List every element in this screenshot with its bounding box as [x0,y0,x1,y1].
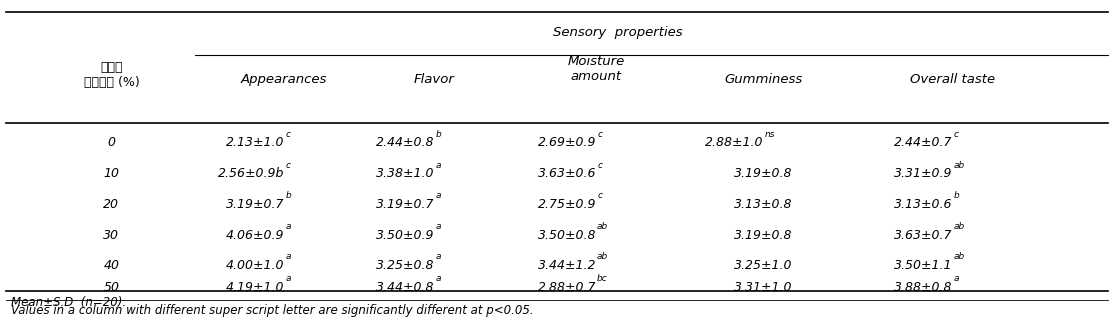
Text: 3.31±1.0: 3.31±1.0 [734,281,792,294]
Text: 3.19±0.8: 3.19±0.8 [734,167,792,180]
Text: 잡곡의
혼합비율 (%): 잡곡의 혼합비율 (%) [84,61,139,89]
Text: 4.06±0.9: 4.06±0.9 [225,229,284,242]
Text: 2.56±0.9b: 2.56±0.9b [217,167,284,180]
Text: a: a [436,274,441,283]
Text: 30: 30 [104,229,119,242]
Text: Appearances: Appearances [241,73,328,86]
Text: 3.13±0.6: 3.13±0.6 [893,198,952,211]
Text: 3.50±0.8: 3.50±0.8 [537,229,596,242]
Text: 3.38±1.0: 3.38±1.0 [375,167,434,180]
Text: 2.44±0.8: 2.44±0.8 [375,136,434,149]
Text: a: a [954,274,959,283]
Text: ab: ab [597,222,608,231]
Text: 3.19±0.7: 3.19±0.7 [375,198,434,211]
Text: ab: ab [597,252,608,261]
Text: 3.44±1.2: 3.44±1.2 [537,259,596,272]
Text: ns: ns [764,130,774,139]
Text: 2.44±0.7: 2.44±0.7 [893,136,952,149]
Text: a: a [436,161,441,169]
Text: c: c [285,130,290,139]
Text: 2.75±0.9: 2.75±0.9 [537,198,596,211]
Text: bc: bc [597,274,608,283]
Text: ab: ab [954,252,965,261]
Text: 3.19±0.8: 3.19±0.8 [734,229,792,242]
Text: Values in a column with different super script letter are significantly differen: Values in a column with different super … [11,304,534,317]
Text: 20: 20 [104,198,119,211]
Text: Gumminess: Gumminess [724,73,802,86]
Text: 4.19±1.0: 4.19±1.0 [225,281,284,294]
Text: 4.00±1.0: 4.00±1.0 [225,259,284,272]
Text: a: a [436,252,441,261]
Text: Overall taste: Overall taste [910,73,995,86]
Text: Sensory  properties: Sensory properties [554,26,683,39]
Text: Mean±S.D  (n=20).: Mean±S.D (n=20). [11,296,126,309]
Text: 2.88±0.7: 2.88±0.7 [537,281,596,294]
Text: ab: ab [954,222,965,231]
Text: 3.50±0.9: 3.50±0.9 [375,229,434,242]
Text: 3.44±0.8: 3.44±0.8 [375,281,434,294]
Text: 3.25±1.0: 3.25±1.0 [734,259,792,272]
Text: 3.63±0.7: 3.63±0.7 [893,229,952,242]
Text: 2.13±1.0: 2.13±1.0 [225,136,284,149]
Text: a: a [285,252,291,261]
Text: c: c [597,161,602,169]
Text: c: c [285,161,290,169]
Text: 0: 0 [107,136,116,149]
Text: c: c [597,191,602,200]
Text: Flavor: Flavor [414,73,455,86]
Text: b: b [954,191,959,200]
Text: b: b [436,130,441,139]
Text: 3.13±0.8: 3.13±0.8 [734,198,792,211]
Text: 3.31±0.9: 3.31±0.9 [893,167,952,180]
Text: 40: 40 [104,259,119,272]
Text: 3.88±0.8: 3.88±0.8 [893,281,952,294]
Text: c: c [597,130,602,139]
Text: 3.19±0.7: 3.19±0.7 [225,198,284,211]
Text: 10: 10 [104,167,119,180]
Text: b: b [285,191,291,200]
Text: 2.88±1.0: 2.88±1.0 [704,136,763,149]
Text: a: a [436,222,441,231]
Text: 3.50±1.1: 3.50±1.1 [893,259,952,272]
Text: 3.63±0.6: 3.63±0.6 [537,167,596,180]
Text: a: a [436,191,441,200]
Text: ab: ab [954,161,965,169]
Text: Moisture
amount: Moisture amount [567,55,625,83]
Text: c: c [954,130,958,139]
Text: a: a [285,222,291,231]
Text: 3.25±0.8: 3.25±0.8 [375,259,434,272]
Text: a: a [285,274,291,283]
Text: 50: 50 [104,281,119,294]
Text: 2.69±0.9: 2.69±0.9 [537,136,596,149]
